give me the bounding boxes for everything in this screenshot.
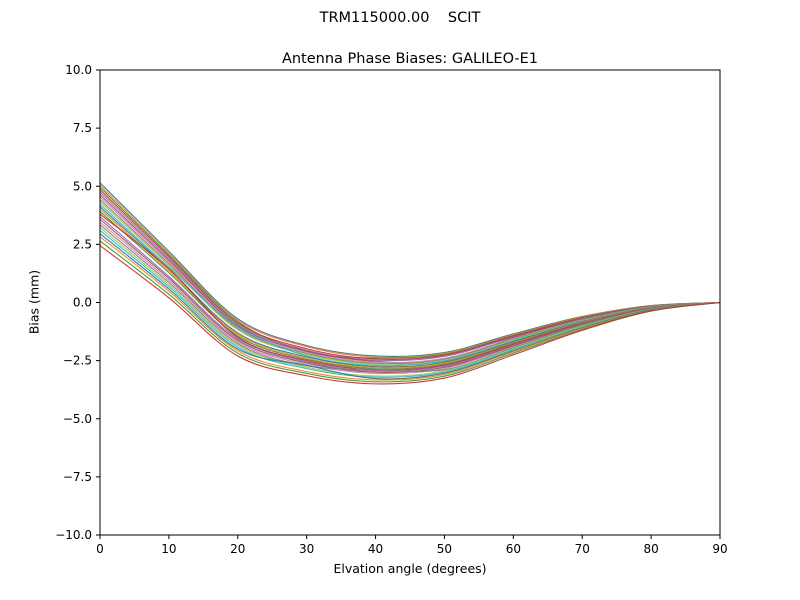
series-line	[99, 189, 721, 360]
x-tick-label: 0	[96, 542, 104, 556]
series-line	[99, 240, 721, 383]
x-tick-label: 40	[368, 542, 383, 556]
x-tick-label: 10	[161, 542, 176, 556]
x-tick-label: 80	[643, 542, 658, 556]
series-line	[99, 182, 721, 357]
y-tick-label: 10.0	[65, 63, 92, 77]
series-line	[99, 227, 721, 377]
x-axis-label: Elvation angle (degrees)	[333, 561, 487, 576]
x-tick-label: 60	[506, 542, 521, 556]
axes-frame	[99, 69, 721, 536]
x-tick-label: 70	[575, 542, 590, 556]
series-line	[99, 218, 721, 373]
y-tick-label: −7.5	[63, 470, 92, 484]
series-line	[99, 230, 721, 378]
chart-title: Antenna Phase Biases: GALILEO-E1	[281, 51, 539, 67]
y-tick-label: 0.0	[73, 296, 92, 310]
x-axis: 0 10 20 30 40 50 60 70 80 90	[96, 535, 728, 556]
y-tick-label: 5.0	[73, 179, 92, 193]
y-tick-label: −10.0	[55, 528, 92, 542]
series-line	[99, 187, 721, 359]
y-tick-label: −2.5	[63, 354, 92, 368]
series-lines	[99, 182, 721, 385]
series-line	[99, 224, 721, 372]
series-line	[99, 233, 721, 380]
y-tick-label: 7.5	[73, 121, 92, 135]
figure-suptitle: TRM115000.00 SCIT	[319, 10, 481, 26]
x-tick-label: 90	[712, 542, 727, 556]
series-line	[99, 211, 721, 370]
y-axis-label: Bias (mm)	[26, 269, 42, 335]
y-axis: −10.0 −7.5 −5.0 −2.5 0.0 2.5 5.0 7.5 10.0	[55, 63, 100, 542]
y-tick-label: 2.5	[73, 237, 92, 251]
series-line	[99, 236, 721, 381]
x-tick-label: 50	[437, 542, 452, 556]
series-line	[99, 221, 721, 375]
series-line	[99, 245, 721, 385]
x-tick-label: 30	[299, 542, 314, 556]
series-line	[99, 184, 721, 359]
x-tick-label: 20	[230, 542, 245, 556]
y-tick-label: −5.0	[63, 412, 92, 426]
